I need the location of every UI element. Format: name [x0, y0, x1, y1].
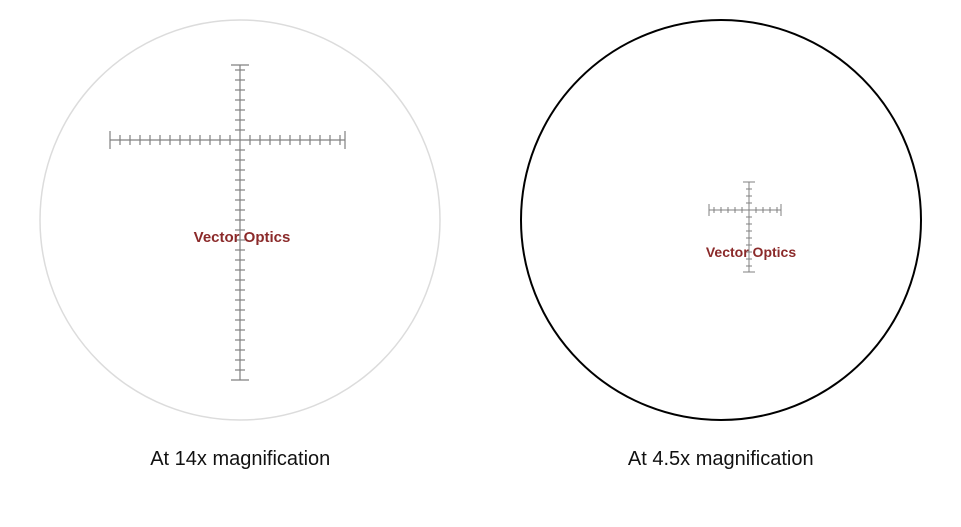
scope-view-14x: Vector Optics	[30, 10, 450, 430]
caption-left: At 14x magnification	[150, 448, 330, 471]
caption-right: At 4.5x magnification	[628, 448, 814, 471]
svg-text:Vector Optics: Vector Optics	[706, 244, 796, 260]
diagram-container: Vector Optics At 14x magnification Vecto…	[0, 0, 961, 527]
scope-panel-right: Vector Optics At 4.5x magnification	[511, 10, 931, 471]
scope-panel-left: Vector Optics At 14x magnification	[30, 10, 450, 471]
svg-text:Vector Optics: Vector Optics	[194, 229, 291, 246]
scope-view-4-5x: Vector Optics	[511, 10, 931, 430]
